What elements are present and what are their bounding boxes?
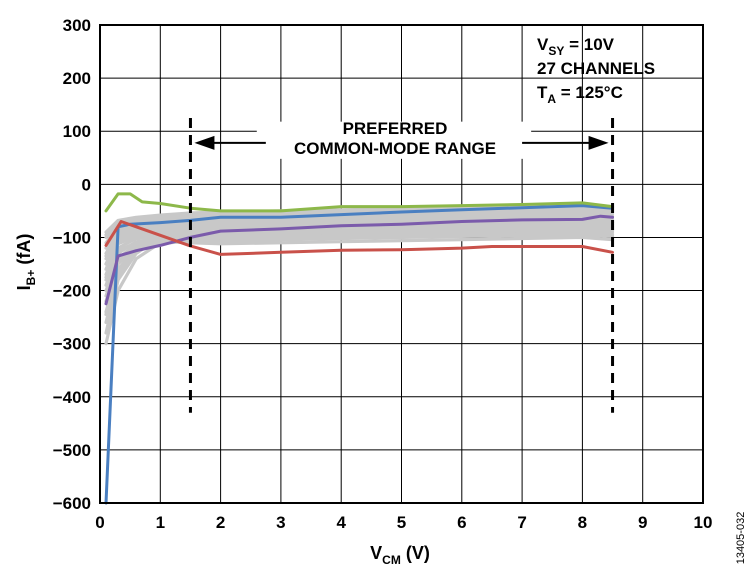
y-tick-label: −600 — [53, 494, 91, 513]
x-tick-label: 8 — [578, 513, 587, 532]
x-tick-label: 4 — [336, 513, 346, 532]
condition-ta: TA = 125°C — [537, 83, 623, 106]
series-line-highlight — [104, 192, 614, 213]
y-tick-label: −500 — [53, 441, 91, 460]
series-line-gray — [104, 211, 615, 250]
x-tick-label: 5 — [397, 513, 406, 532]
x-tick-label: 9 — [638, 513, 647, 532]
y-tick-label: 0 — [82, 175, 91, 194]
annotation-line1: PREFERRED — [343, 119, 448, 138]
x-tick-labels: 0 1 2 3 4 5 6 7 8 9 10 — [95, 513, 712, 532]
x-tick-label: 1 — [156, 513, 165, 532]
y-tick-labels: 300 200 100 0 −100 −200 −300 −400 −500 −600 — [53, 16, 91, 513]
arrow-head-left — [194, 135, 215, 150]
annotation-line2: COMMON-MODE RANGE — [294, 139, 496, 158]
arrow-head-right — [588, 135, 609, 150]
series-line-gray — [104, 219, 615, 258]
y-tick-label: 100 — [63, 122, 91, 141]
series-line-gray — [104, 231, 615, 317]
x-tick-label: 10 — [694, 513, 713, 532]
x-tick-label: 0 — [95, 513, 104, 532]
x-tick-label: 6 — [457, 513, 466, 532]
y-axis-title: IB+ (fA) — [14, 234, 38, 291]
figure-id: 13405-032 — [735, 512, 747, 565]
series-line-gray — [104, 215, 615, 261]
x-tick-label: 3 — [276, 513, 285, 532]
x-tick-label: 2 — [216, 513, 225, 532]
condition-channels: 27 CHANNELS — [537, 59, 655, 78]
annotation-bg — [256, 121, 532, 159]
series-line-highlight — [104, 220, 614, 256]
preferred-range-annotation — [188, 117, 615, 413]
y-tick-label: −300 — [53, 335, 91, 354]
plot-border — [99, 24, 704, 504]
y-tick-label: 300 — [63, 16, 91, 35]
series-group-highlight — [104, 192, 614, 505]
y-tick-label: −400 — [53, 388, 91, 407]
x-tick-label: 7 — [517, 513, 526, 532]
y-tick-label: 200 — [63, 69, 91, 88]
series-line-highlight — [104, 214, 614, 306]
test-conditions: VSY = 10V 27 CHANNELS TA = 125°C — [537, 35, 655, 106]
y-tick-label: −200 — [53, 282, 91, 301]
y-tick-label: −100 — [53, 228, 91, 247]
series-line-gray — [104, 213, 615, 255]
x-axis-title: VCM (V) — [370, 543, 430, 567]
condition-vsy: VSY = 10V — [537, 35, 615, 58]
